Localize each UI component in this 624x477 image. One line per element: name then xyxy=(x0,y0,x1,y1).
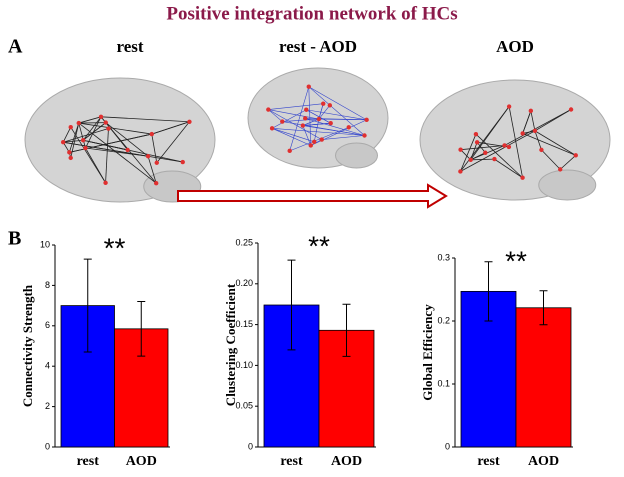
node xyxy=(77,121,81,125)
node xyxy=(150,132,154,136)
node xyxy=(106,126,110,130)
node xyxy=(266,107,270,111)
node xyxy=(61,140,65,144)
y-tick-label: 0.1 xyxy=(437,378,450,388)
node xyxy=(520,131,524,135)
node xyxy=(492,157,496,161)
node xyxy=(502,143,506,147)
y-tick-label: 0 xyxy=(45,441,50,451)
node xyxy=(362,133,366,137)
y-tick-label: 10 xyxy=(40,239,50,249)
node xyxy=(103,181,107,185)
node xyxy=(83,146,87,150)
y-axis-label: Global Efficiency xyxy=(420,304,435,401)
significance: ** xyxy=(104,232,126,263)
y-tick-label: 8 xyxy=(45,280,50,290)
y-tick-label: 6 xyxy=(45,320,50,330)
node xyxy=(181,160,185,164)
node xyxy=(558,167,562,171)
node xyxy=(468,158,472,162)
node xyxy=(458,147,462,151)
panel-label: A xyxy=(8,36,23,58)
y-tick-label: 0.10 xyxy=(235,360,253,370)
node xyxy=(307,85,311,89)
node xyxy=(364,118,368,122)
y-tick-label: 0.20 xyxy=(235,278,253,288)
cerebellum xyxy=(539,170,596,200)
x-tick-label: rest xyxy=(280,454,303,469)
node xyxy=(328,103,332,107)
x-tick-label: rest xyxy=(477,454,500,469)
significance: ** xyxy=(505,245,527,276)
node xyxy=(321,101,325,105)
significance: ** xyxy=(308,230,330,261)
node xyxy=(155,161,159,165)
node xyxy=(270,126,274,130)
node xyxy=(329,121,333,125)
y-tick-label: 0.15 xyxy=(235,319,253,329)
y-axis-label: Connectivity Strength xyxy=(20,284,35,407)
y-tick-label: 0.3 xyxy=(437,252,450,262)
y-tick-label: 4 xyxy=(45,361,50,371)
bar xyxy=(516,308,571,447)
y-axis-label: Clustering Coefficient xyxy=(223,283,238,406)
node xyxy=(304,108,308,112)
brain-label: AOD xyxy=(496,37,534,56)
node xyxy=(347,125,351,129)
y-tick-label: 0.25 xyxy=(235,237,253,247)
node xyxy=(320,137,324,141)
node xyxy=(539,148,543,152)
node xyxy=(529,109,533,113)
x-tick-label: AOD xyxy=(331,454,362,469)
node xyxy=(483,151,487,155)
node xyxy=(309,143,313,147)
node xyxy=(520,176,524,180)
node xyxy=(99,115,103,119)
node xyxy=(287,149,291,153)
node xyxy=(69,156,73,160)
node xyxy=(574,153,578,157)
brain-label: rest - AOD xyxy=(279,37,357,56)
x-tick-label: rest xyxy=(77,454,100,469)
node xyxy=(507,145,511,149)
node xyxy=(104,120,108,124)
cerebellum xyxy=(336,143,378,168)
node xyxy=(81,138,85,142)
x-tick-label: AOD xyxy=(126,454,157,469)
node xyxy=(303,116,307,120)
y-tick-label: 0 xyxy=(445,441,450,451)
node xyxy=(474,132,478,136)
y-tick-label: 0.05 xyxy=(235,401,253,411)
node xyxy=(146,154,150,158)
node xyxy=(317,117,321,121)
brain-illustrations xyxy=(25,68,610,202)
figure-title: Positive integration network of HCs xyxy=(166,3,457,24)
node xyxy=(458,169,462,173)
panel-label: B xyxy=(8,228,21,250)
node xyxy=(301,123,305,127)
y-tick-label: 0 xyxy=(248,441,253,451)
node xyxy=(187,120,191,124)
node xyxy=(280,119,284,123)
node xyxy=(475,140,479,144)
node xyxy=(569,107,573,111)
node xyxy=(507,104,511,108)
node xyxy=(67,150,71,154)
x-tick-label: AOD xyxy=(528,454,559,469)
node xyxy=(312,140,316,144)
y-tick-label: 2 xyxy=(45,401,50,411)
node xyxy=(154,181,158,185)
node xyxy=(533,129,537,133)
y-tick-label: 0.2 xyxy=(437,315,450,325)
brain-label: rest xyxy=(116,37,143,56)
node xyxy=(69,125,73,129)
arrow xyxy=(178,185,446,207)
node xyxy=(125,148,129,152)
